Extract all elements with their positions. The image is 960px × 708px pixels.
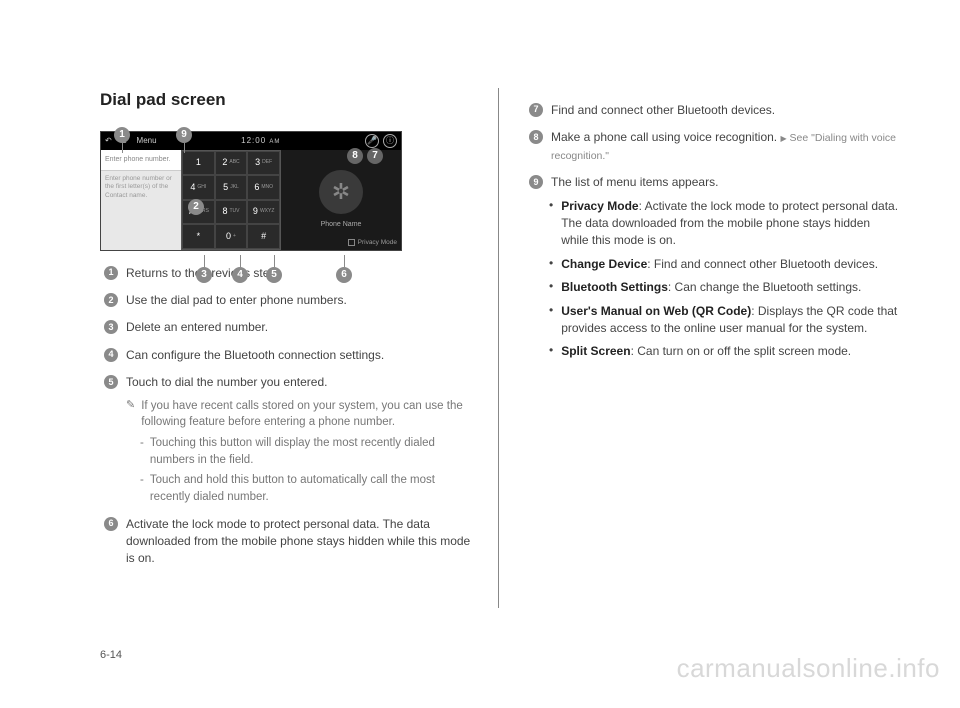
page-number: 6-14 [100,648,122,664]
callout-9: 9 [176,127,192,143]
callout-line [274,255,275,267]
sub-text: Privacy Mode: Activate the lock mode to … [561,198,900,250]
callout-1: 1 [114,127,130,143]
bullet: 9 [529,175,543,189]
screen-topbar: ↶ ⌂ Menu 12:00 AM 🎤 ⓘ [101,132,401,150]
phone-input: Enter phone number. [101,150,181,171]
item-text: Touch to dial the number you entered. [126,374,475,391]
callout-8-inset: 8 [347,148,363,164]
bluetooth-icon: ✲ [319,170,363,214]
clock-time: 12:00 [241,136,266,145]
see-reference: ▶ See "Dialing with voice recognition." [551,132,896,161]
callout-5: 5 [266,267,282,283]
menu-label: Menu [137,135,157,147]
infotainment-screen: ↶ ⌂ Menu 12:00 AM 🎤 ⓘ 8 7 Enter phone nu… [100,131,402,251]
phone-input-pane: Enter phone number. Enter phone number o… [101,150,181,250]
callout-line [184,143,185,153]
list-item: 7 Find and connect other Bluetooth device… [529,102,900,119]
dial-key: 9WXYZ [247,200,280,225]
bullet: 5 [104,375,118,389]
bullet-6: 6 [104,517,118,531]
callout-line [240,255,241,267]
bullet: 1 [104,266,118,280]
list-item: 9 The list of menu items appears. [529,174,900,191]
device-pane: ✲ Phone Name Privacy Mode [281,150,401,250]
section-heading: Dial pad screen [100,88,475,113]
sub-bullet: Split Screen: Can turn on or off the spl… [549,343,900,360]
callout-4: 4 [232,267,248,283]
phone-input-hint: Enter phone number or the first letter(s… [101,171,181,250]
item-text: Returns to the previous step. [126,265,475,282]
privacy-mode-toggle: Privacy Mode [348,238,397,247]
callout-3: 3 [196,267,212,283]
list-item: 3 Delete an entered number. [104,319,475,336]
dial-key: * [182,224,215,249]
item-text: Delete an entered number. [126,319,475,336]
bullet: 8 [529,130,543,144]
dial-key: 4GHI [182,175,215,200]
item-text: Find and connect other Bluetooth devices… [551,102,900,119]
sub-text: Bluetooth Settings: Can change the Bluet… [561,279,861,296]
note: ✎ If you have recent calls stored on you… [126,398,475,431]
sub-bullet: Bluetooth Settings: Can change the Bluet… [549,279,900,296]
dial-key: 0+ [215,224,248,249]
topbar-bt-icon: ⓘ [383,134,397,148]
callout-7-inset: 7 [367,148,383,164]
item-text: Make a phone call using voice recognitio… [551,129,900,164]
callout-line [344,255,345,267]
dial-key: 8TUV [215,200,248,225]
list-item: 6 Activate the lock mode to protect pers… [104,516,475,568]
item-text: Can configure the Bluetooth connection s… [126,347,475,364]
dial-key: 5JKL [215,175,248,200]
dash-item: Touch and hold this button to automatica… [140,472,475,505]
callout-line [122,143,123,153]
callout-2: 2 [188,199,204,215]
topbar-voice-icon: 🎤 [365,134,379,148]
item-text: Use the dial pad to enter phone numbers. [126,292,475,309]
dial-key: 3DEF [247,151,280,176]
sub-bullet: Change Device: Find and connect other Bl… [549,256,900,273]
sub-bullet: Privacy Mode: Activate the lock mode to … [549,198,900,250]
sub-bullet: User's Manual on Web (QR Code): Displays… [549,303,900,338]
sub-text: Change Device: Find and connect other Bl… [561,256,878,273]
list-item: 2 Use the dial pad to enter phone numbers… [104,292,475,309]
note-text: If you have recent calls stored on your … [141,398,475,431]
dial-key: 1 [182,151,215,176]
column-divider [498,88,499,608]
dash-text: Touching this button will display the mo… [150,435,475,468]
dial-key: 2ABC [215,151,248,176]
left-column: Dial pad screen 1 9 ↶ ⌂ Menu 12:00 AM 🎤 … [100,88,475,568]
callout-6: 6 [336,267,352,283]
list-item: 4 Can configure the Bluetooth connection … [104,347,475,364]
callout-line [204,255,205,267]
dash-item: Touching this button will display the mo… [140,435,475,468]
list-item: 8 Make a phone call using voice recogniti… [529,129,900,164]
watermark: carmanualsonline.info [677,650,940,688]
back-icon: ↶ [105,135,112,147]
bullet: 2 [104,293,118,307]
clock-ampm: AM [269,139,280,145]
right-column: 7 Find and connect other Bluetooth device… [505,92,900,568]
list-item: 5 Touch to dial the number you entered. [104,374,475,391]
dash-text: Touch and hold this button to automatica… [150,472,475,505]
figure: 1 9 ↶ ⌂ Menu 12:00 AM 🎤 ⓘ 8 7 [100,131,402,251]
phone-name: Phone Name [321,220,362,230]
pencil-icon: ✎ [126,398,135,431]
bullet: 3 [104,320,118,334]
bullet: 4 [104,348,118,362]
dial-key: # [247,224,280,249]
sub-text: User's Manual on Web (QR Code): Displays… [561,303,900,338]
item-text: Activate the lock mode to protect person… [126,516,475,568]
screen-body: Enter phone number. Enter phone number o… [101,150,401,250]
dial-key: 6MNO [247,175,280,200]
item-text: The list of menu items appears. [551,174,900,191]
bullet: 7 [529,103,543,117]
sub-text: Split Screen: Can turn on or off the spl… [561,343,851,360]
list-item: 1 Returns to the previous step. [104,265,475,282]
